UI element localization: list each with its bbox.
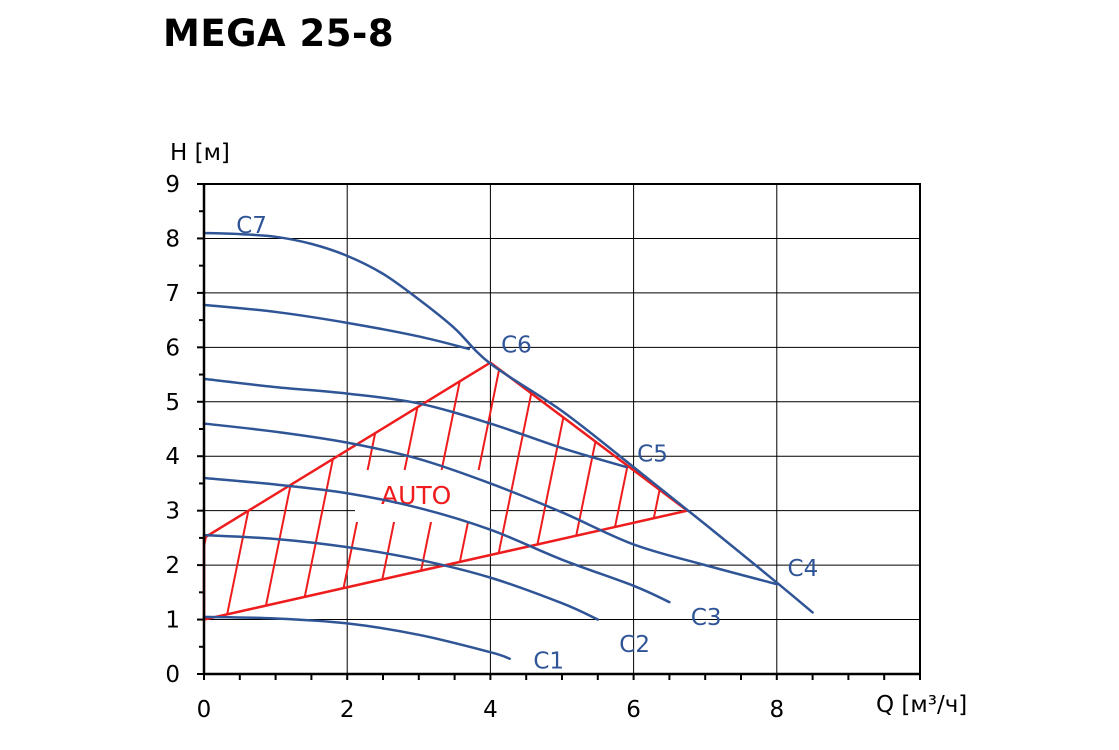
y-tick-label: 2 [165, 553, 180, 579]
hatch-line [214, 362, 316, 620]
x-tick-label: 0 [197, 697, 212, 723]
labels: C1 C2 C3 C4 C5 C6 C7 [236, 213, 818, 675]
x-tick-label: 4 [483, 697, 498, 723]
hatch-line [0, 184, 19, 674]
y-axis-label: H [м] [170, 140, 230, 166]
chart-title: MEGA 25-8 [163, 12, 395, 55]
curve-c6 [202, 303, 471, 351]
hatch-line [658, 362, 688, 620]
curve-label-c3: C3 [691, 605, 722, 631]
hatch-line [918, 184, 1018, 674]
curve-c1 [202, 615, 511, 661]
axes: 0 1 2 3 4 5 6 7 8 9 0 2 4 6 8 H [м] Q [м³/ч] [165, 140, 967, 723]
y-tick-label: 0 [165, 662, 180, 688]
x-tick-label: 6 [626, 697, 641, 723]
hatch-line [1103, 184, 1119, 674]
curves [202, 231, 814, 661]
curve-c3 [202, 476, 671, 604]
y-tick-label: 1 [165, 608, 180, 634]
x-axis-label: Q [м³/ч] [876, 692, 967, 718]
hatch-line [30, 184, 130, 674]
hatch-line [0, 184, 56, 674]
x-tick-label: 8 [769, 697, 784, 723]
hatch-line [584, 362, 686, 620]
curve-c7 [202, 231, 814, 614]
hatch-line [251, 362, 353, 620]
curve-label-c4: C4 [788, 556, 819, 582]
hatch-line [955, 184, 1055, 674]
auto-region: AUTO [0, 184, 1119, 674]
hatch-line [0, 184, 93, 674]
hatch-line [992, 184, 1092, 674]
curve-label-c2: C2 [619, 632, 650, 658]
hatch-line [204, 362, 205, 620]
auto-label-background [355, 470, 490, 522]
y-tick-label: 5 [165, 390, 180, 416]
hatch-line [807, 184, 907, 674]
hatch-line [288, 362, 390, 620]
hatch-line [844, 184, 944, 674]
y-tick-label: 6 [165, 335, 180, 361]
auto-hatch-lines [0, 184, 1119, 674]
hatch-line [696, 184, 796, 674]
y-tick-label: 7 [165, 281, 180, 307]
y-tick-label: 9 [165, 172, 180, 198]
hatch-line [770, 184, 870, 674]
hatch-line [1029, 184, 1119, 674]
hatch-line [1066, 184, 1119, 674]
y-tick-label: 4 [165, 444, 180, 470]
hatch-line [67, 184, 167, 674]
grid [203, 183, 921, 675]
x-tick-label: 2 [340, 697, 355, 723]
hatch-line [204, 362, 242, 620]
hatch-line [473, 362, 575, 620]
y-tick-label: 8 [165, 226, 180, 252]
curve-label-c5: C5 [637, 442, 668, 468]
hatch-line [547, 362, 649, 620]
curve-label-c7: C7 [236, 213, 267, 239]
hatch-line [399, 362, 501, 620]
hatch-line [621, 362, 688, 620]
hatch-line [510, 362, 612, 620]
hatch-line [325, 362, 427, 620]
hatch-line [881, 184, 981, 674]
auto-hatching [0, 184, 1119, 674]
curve-c4 [202, 422, 779, 586]
curve-label-c6: C6 [501, 333, 532, 359]
hatch-line [436, 362, 538, 620]
auto-label: AUTO [381, 481, 451, 510]
hatch-line [733, 184, 833, 674]
hatch-line [362, 362, 464, 620]
curve-label-c1: C1 [533, 648, 564, 674]
curve-c2 [202, 533, 600, 621]
curve-c5 [202, 377, 628, 469]
y-tick-label: 3 [165, 499, 180, 525]
